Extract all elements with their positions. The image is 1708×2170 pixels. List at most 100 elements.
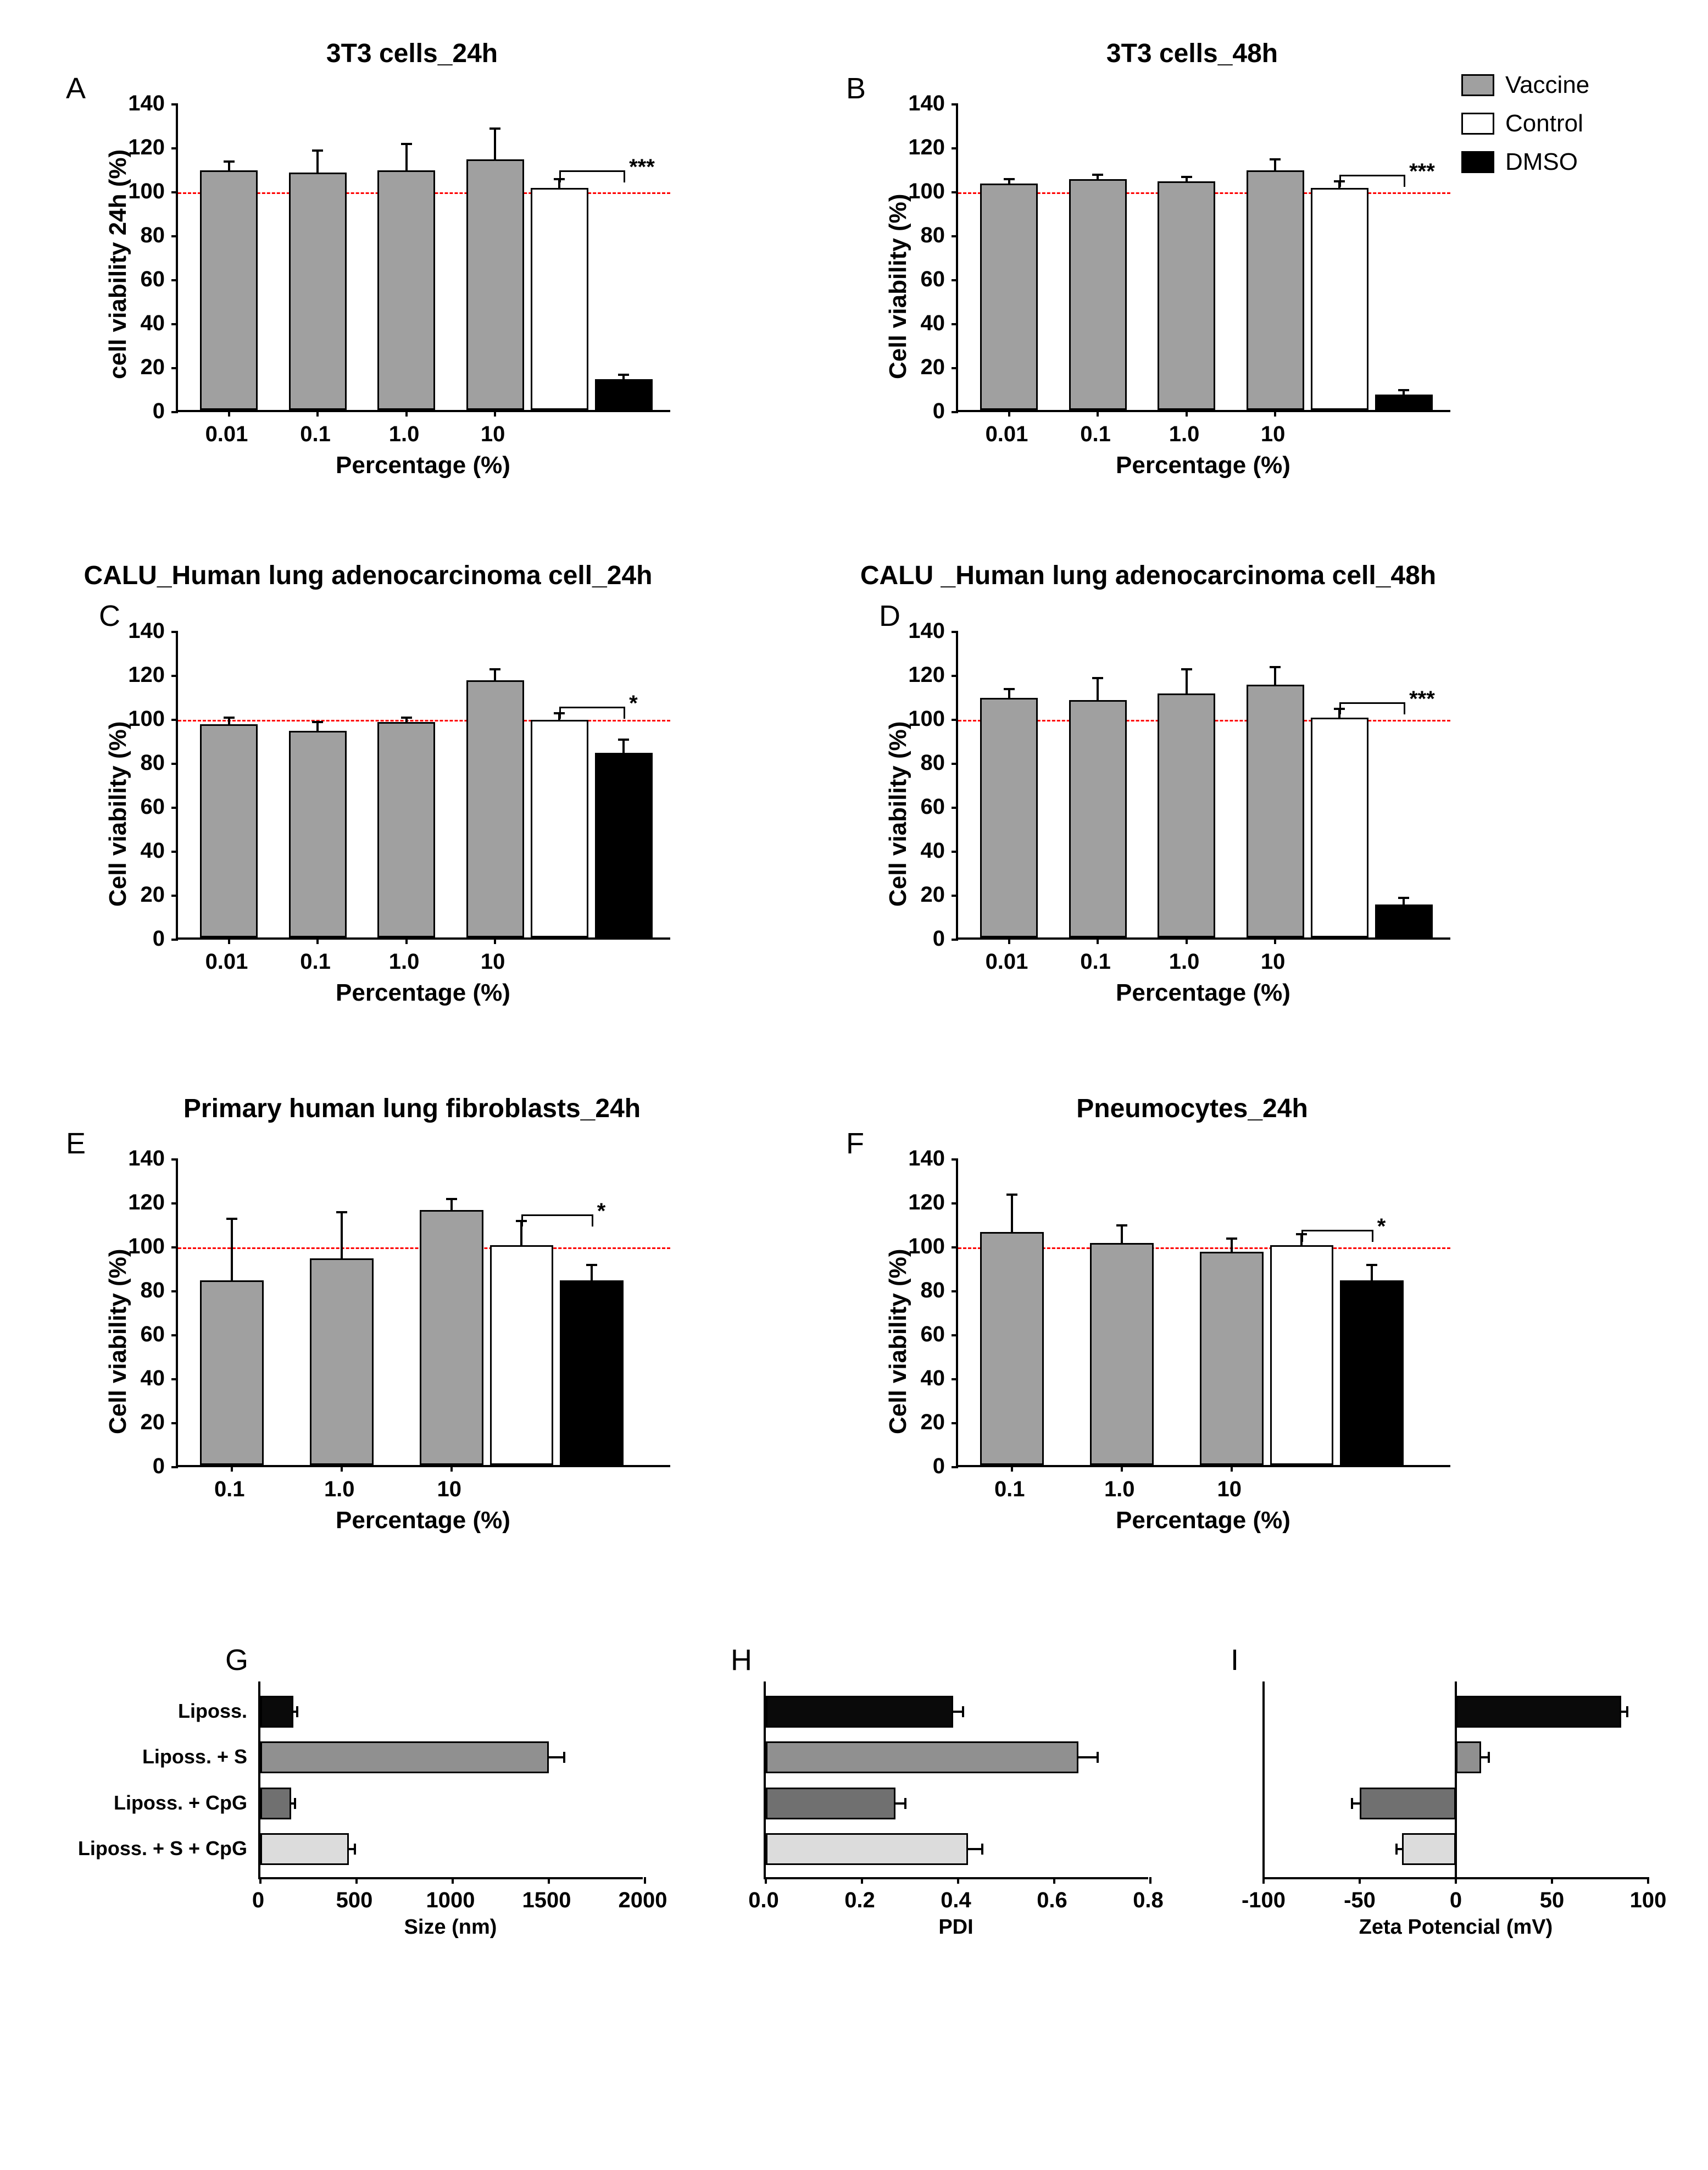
error-bar	[1274, 667, 1276, 685]
ytick-mark	[952, 939, 958, 941]
chart-area	[258, 1681, 643, 1879]
panel-E: EPrimary human lung fibroblasts_24h*0204…	[66, 1094, 703, 1577]
ytick-mark	[952, 1466, 958, 1468]
xtick-mark	[1359, 1877, 1361, 1884]
xtick-mark	[1097, 937, 1099, 944]
error-cap	[224, 160, 235, 163]
error-bar	[1078, 1756, 1098, 1758]
ytick-mark	[171, 1466, 178, 1468]
bar	[260, 1788, 291, 1819]
ytick-label: 140	[895, 91, 945, 116]
panel-title: 3T3 cells_24h	[165, 38, 659, 69]
bar	[1270, 1245, 1334, 1465]
ytick-mark	[952, 631, 958, 633]
error-bar	[316, 151, 319, 173]
y-axis-label: Cell viability (%)	[884, 1249, 912, 1434]
sig-bracket	[1404, 175, 1405, 187]
ytick-mark	[171, 939, 178, 941]
bar	[560, 1280, 624, 1465]
panel-letter: H	[731, 1643, 752, 1677]
bar	[260, 1696, 293, 1728]
xtick-label: -50	[1332, 1888, 1387, 1913]
xtick-label: 0.1	[202, 1477, 257, 1502]
sig-bracket	[1339, 702, 1405, 704]
bar	[766, 1788, 895, 1819]
xtick-mark	[1011, 1465, 1013, 1472]
error-bar	[1274, 159, 1276, 170]
error-cap	[1092, 174, 1103, 176]
bar	[289, 731, 347, 937]
panel-C: CCALU_Human lung adenocarcinoma cell_24h…	[66, 566, 703, 1050]
bar	[1311, 188, 1368, 410]
xtick-mark	[228, 410, 230, 417]
xtick-label: 0.1	[288, 422, 343, 447]
xtick-label: 0.2	[827, 1888, 893, 1913]
error-cap	[962, 1706, 964, 1717]
chart-area: *	[176, 632, 670, 940]
error-bar	[968, 1848, 982, 1850]
sig-bracket	[624, 170, 625, 182]
error-bar	[341, 1212, 343, 1258]
error-cap	[1398, 389, 1409, 391]
ytick-mark	[952, 1334, 958, 1336]
panel-B: B3T3 cells_48h***0204060801001201400.010…	[846, 38, 1483, 522]
bar	[420, 1210, 483, 1465]
ytick-mark	[171, 631, 178, 633]
bar	[200, 724, 258, 937]
ytick-mark	[952, 719, 958, 721]
bar	[531, 188, 588, 410]
ytick-mark	[171, 323, 178, 325]
error-bar	[622, 740, 625, 753]
bar	[1090, 1243, 1154, 1465]
sig-bracket	[1339, 175, 1341, 187]
chart-area: ***	[956, 104, 1450, 412]
xtick-label: 0.01	[199, 422, 254, 447]
xtick-label: 0.01	[980, 422, 1034, 447]
chart-area: *	[176, 1159, 670, 1467]
ytick-mark	[952, 367, 958, 369]
error-cap	[618, 739, 629, 741]
xtick-label: 1.0	[1157, 422, 1212, 447]
xtick-mark	[355, 1877, 358, 1884]
x-axis-label: Percentage (%)	[956, 1507, 1450, 1534]
chart-area	[1264, 1681, 1648, 1879]
xtick-mark	[405, 410, 408, 417]
error-cap	[296, 1706, 298, 1717]
error-cap	[446, 1198, 457, 1200]
panel-D: DCALU _Human lung adenocarcinoma cell_48…	[846, 566, 1483, 1050]
bar	[1375, 395, 1433, 410]
ytick-label: 0	[115, 399, 165, 424]
panel-title: Primary human lung fibroblasts_24h	[165, 1094, 659, 1124]
ytick-mark	[952, 279, 958, 281]
sig-bracket	[1339, 702, 1341, 714]
error-bar	[549, 1756, 564, 1758]
sig-label: *	[1377, 1214, 1386, 1239]
sig-bracket	[592, 1214, 593, 1226]
ytick-label: 140	[115, 91, 165, 116]
error-bar	[1121, 1225, 1123, 1243]
ytick-label: 120	[895, 135, 945, 160]
ytick-mark	[952, 1378, 958, 1380]
xtick-label: 1.0	[1157, 950, 1212, 974]
error-cap	[1270, 666, 1281, 668]
xtick-mark	[1274, 410, 1276, 417]
ytick-mark	[171, 279, 178, 281]
category-label: Liposs. + S + CpG	[27, 1837, 247, 1860]
xtick-mark	[450, 1465, 453, 1472]
xtick-label: 1500	[514, 1888, 580, 1913]
error-cap	[1398, 897, 1409, 899]
chart-area: *	[956, 1159, 1450, 1467]
xtick-label: 2000	[610, 1888, 676, 1913]
error-cap	[401, 143, 412, 145]
xtick-label: 1.0	[1092, 1477, 1147, 1502]
error-cap	[1351, 1798, 1353, 1809]
xtick-mark	[1186, 937, 1188, 944]
sig-label: ***	[629, 155, 655, 180]
error-bar	[591, 1265, 593, 1280]
xtick-mark	[494, 410, 496, 417]
ytick-mark	[952, 675, 958, 677]
bar	[595, 379, 653, 410]
x-axis-label: Percentage (%)	[176, 1507, 670, 1534]
y-axis-label: Cell viability (%)	[104, 722, 132, 907]
ytick-label: 120	[115, 663, 165, 687]
